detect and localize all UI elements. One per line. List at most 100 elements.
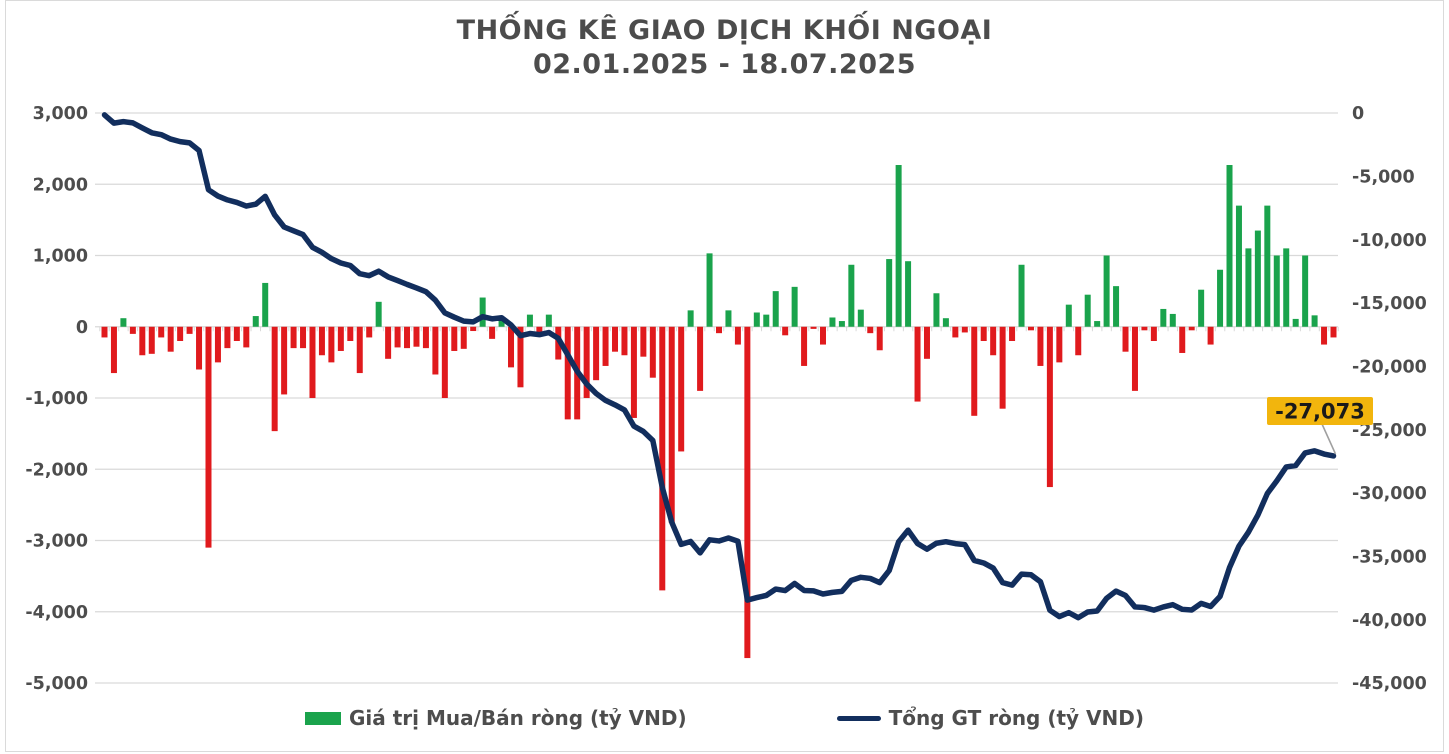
net-sell-bar bbox=[366, 326, 373, 338]
net-sell-bar bbox=[290, 326, 297, 349]
net-sell-bar bbox=[451, 326, 458, 351]
net-buy-bar bbox=[1103, 255, 1110, 327]
net-sell-bar bbox=[801, 326, 808, 366]
net-buy-bar bbox=[1084, 294, 1091, 327]
net-sell-bar bbox=[404, 326, 411, 349]
net-sell-bar bbox=[1150, 326, 1157, 341]
net-sell-bar bbox=[177, 326, 184, 341]
annotation-value: -27,073 bbox=[1275, 399, 1365, 423]
net-sell-bar bbox=[129, 326, 136, 334]
net-sell-bar bbox=[1141, 326, 1148, 331]
right-axis-tick-label: -35,000 bbox=[1352, 547, 1427, 567]
net-sell-bar bbox=[536, 326, 543, 334]
net-buy-bar bbox=[857, 309, 864, 327]
left-axis-tick-label: -4,000 bbox=[25, 603, 88, 623]
right-axis-tick-label: 0 bbox=[1352, 104, 1364, 124]
net-buy-bar bbox=[1245, 248, 1252, 327]
net-sell-bar bbox=[1027, 326, 1034, 331]
net-sell-bar bbox=[734, 326, 741, 345]
net-buy-bar bbox=[706, 253, 713, 327]
net-sell-bar bbox=[394, 326, 401, 348]
legend-line-label: Tổng GT ròng (tỷ VND) bbox=[888, 706, 1144, 730]
net-sell-bar bbox=[1330, 326, 1337, 338]
net-buy-bar bbox=[1292, 318, 1299, 327]
net-sell-bar bbox=[281, 326, 288, 395]
net-sell-bar bbox=[914, 326, 921, 402]
net-sell-bar bbox=[233, 326, 240, 341]
net-sell-bar bbox=[139, 326, 146, 356]
net-buy-bar bbox=[886, 259, 893, 327]
left-axis-tick-label: -3,000 bbox=[25, 532, 88, 552]
net-sell-bar bbox=[413, 326, 420, 347]
net-sell-bar bbox=[1131, 326, 1138, 391]
net-buy-bar bbox=[1226, 165, 1233, 327]
net-sell-bar bbox=[744, 326, 751, 659]
left-axis-tick-label: -1,000 bbox=[25, 389, 88, 409]
legend-item-line: Tổng GT ròng (tỷ VND) bbox=[836, 706, 1144, 730]
net-sell-bar bbox=[971, 326, 978, 416]
net-buy-bar bbox=[1264, 205, 1271, 327]
net-buy-bar bbox=[1235, 205, 1242, 327]
net-buy-bar bbox=[375, 301, 382, 327]
net-buy-bar bbox=[545, 314, 552, 327]
net-sell-bar bbox=[999, 326, 1006, 409]
net-sell-bar bbox=[819, 326, 826, 345]
right-axis-tick-label: -5,000 bbox=[1352, 167, 1415, 187]
net-buy-bar bbox=[262, 282, 269, 327]
net-buy-bar bbox=[120, 318, 127, 327]
net-sell-bar bbox=[356, 326, 363, 374]
net-sell-bar bbox=[186, 326, 193, 334]
net-buy-bar bbox=[848, 264, 855, 327]
net-buy-bar bbox=[791, 286, 798, 327]
net-sell-bar bbox=[214, 326, 221, 363]
net-sell-bar bbox=[508, 326, 515, 368]
net-buy-bar bbox=[1254, 230, 1261, 327]
net-sell-bar bbox=[422, 326, 429, 349]
right-axis-tick-label: -25,000 bbox=[1352, 421, 1427, 441]
net-sell-bar bbox=[196, 326, 203, 370]
net-sell-bar bbox=[602, 326, 609, 366]
net-sell-bar bbox=[1075, 326, 1082, 356]
legend-item-bars: Giá trị Mua/Bán ròng (tỷ VND) bbox=[305, 706, 687, 730]
legend-bar-label: Giá trị Mua/Bán ròng (tỷ VND) bbox=[349, 706, 687, 730]
net-buy-bar bbox=[252, 316, 259, 327]
chart-title: THỐNG KÊ GIAO DỊCH KHỐI NGOẠI 02.01.2025… bbox=[0, 14, 1449, 82]
net-sell-bar bbox=[460, 326, 467, 349]
net-buy-bar bbox=[725, 310, 732, 327]
net-sell-bar bbox=[243, 326, 250, 348]
net-sell-bar bbox=[101, 326, 108, 338]
net-sell-bar bbox=[810, 326, 817, 329]
net-buy-bar bbox=[1018, 264, 1025, 327]
net-sell-bar bbox=[564, 326, 571, 420]
net-buy-bar bbox=[772, 291, 779, 327]
net-sell-bar bbox=[224, 326, 231, 349]
net-sell-bar bbox=[489, 326, 496, 339]
net-sell-bar bbox=[148, 326, 155, 354]
net-sell-bar bbox=[271, 326, 278, 432]
left-axis-tick-label: 1,000 bbox=[33, 247, 88, 267]
net-sell-bar bbox=[1321, 326, 1328, 345]
net-buy-bar bbox=[753, 312, 760, 327]
net-sell-bar bbox=[990, 326, 997, 356]
net-buy-bar bbox=[1113, 286, 1120, 327]
annotation-leader-line bbox=[1321, 423, 1337, 455]
net-sell-bar bbox=[867, 326, 874, 334]
net-buy-bar bbox=[895, 165, 902, 327]
right-axis-tick-label: -20,000 bbox=[1352, 357, 1427, 377]
net-buy-bar bbox=[1065, 304, 1072, 327]
net-sell-bar bbox=[167, 326, 174, 352]
chart-title-line2: 02.01.2025 - 18.07.2025 bbox=[532, 49, 917, 80]
net-sell-bar bbox=[659, 326, 666, 591]
line-series-swatch-icon bbox=[836, 715, 881, 721]
net-sell-bar bbox=[583, 326, 590, 398]
chart-legend: Giá trị Mua/Bán ròng (tỷ VND) Tổng GT rò… bbox=[0, 706, 1449, 730]
net-sell-bar bbox=[110, 326, 117, 374]
net-sell-bar bbox=[337, 326, 344, 351]
net-buy-bar bbox=[763, 314, 770, 327]
net-sell-bar bbox=[432, 326, 439, 375]
left-axis-tick-label: 3,000 bbox=[33, 104, 88, 124]
net-sell-bar bbox=[158, 326, 165, 338]
left-axis-tick-label: -5,000 bbox=[25, 674, 88, 694]
